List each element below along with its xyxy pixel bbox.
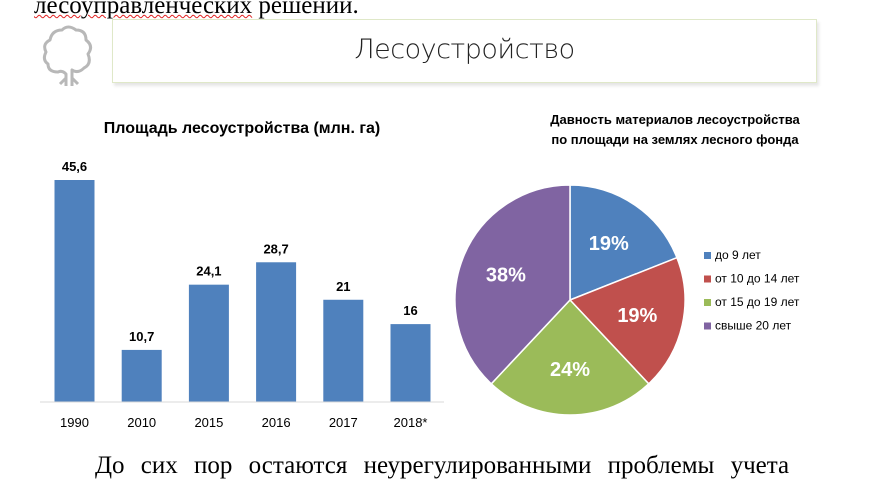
bar-data-label: 21	[336, 279, 350, 294]
legend-label: свыше 20 лет	[715, 319, 792, 333]
bar-data-label: 28,7	[263, 241, 288, 256]
section-banner: Лесоустройство	[112, 19, 817, 83]
legend-swatch	[704, 275, 711, 283]
pie-chart-title-line1: Давность материалов лесоустройства	[550, 112, 800, 127]
pie-data-label: 24%	[550, 359, 590, 381]
bar-2015	[188, 284, 229, 402]
x-tick-label: 2015	[194, 415, 223, 430]
legend-swatch	[704, 299, 711, 306]
bar-data-label: 24,1	[196, 264, 221, 279]
pie-data-label: 19%	[617, 305, 657, 327]
legend-label: от 10 до 14 лет	[715, 272, 800, 286]
bar-2016	[256, 262, 297, 402]
pie-slice-3	[454, 184, 571, 385]
pie-slice-2	[490, 298, 650, 416]
legend-swatch	[704, 322, 711, 330]
pie-data-label: 38%	[486, 265, 526, 287]
x-tick-label: 2010	[127, 415, 156, 430]
pie-data-label: 19%	[589, 233, 629, 255]
legend-label: до 9 лет	[715, 248, 761, 262]
legend-swatch	[704, 252, 711, 259]
bar-2018*	[390, 324, 431, 402]
bar-data-label: 10,7	[129, 329, 154, 344]
bar-2017	[323, 299, 364, 402]
x-tick-label: 2016	[262, 415, 291, 430]
x-tick-label: 2017	[329, 415, 358, 430]
x-tick-label: 1990	[60, 415, 89, 430]
bar-data-label: 45,6	[62, 159, 87, 174]
document-text-top: лесоуправленческих решений.	[34, 0, 359, 20]
bar-data-label: 16	[403, 303, 417, 318]
pie-slice-1	[568, 256, 686, 385]
tree-icon	[40, 24, 96, 95]
x-tick-label: 2018*	[394, 415, 428, 430]
pie-slice-0	[569, 184, 678, 302]
bar-chart-title: Площадь лесоустройства (млн. га)	[104, 120, 380, 137]
bar-2010	[121, 349, 162, 402]
misspelled-word: лесоуправленческих	[34, 0, 253, 19]
legend-label: от 15 до 19 лет	[715, 295, 800, 309]
banner-title: Лесоустройство	[354, 34, 575, 65]
document-text-bottom: До сих пор остаются неурегулированными п…	[95, 452, 790, 479]
text-fragment: решений.	[252, 0, 359, 19]
pie-chart-title-line2: по площади на землях лесного фонда	[551, 132, 799, 147]
bar-1990	[54, 180, 95, 402]
